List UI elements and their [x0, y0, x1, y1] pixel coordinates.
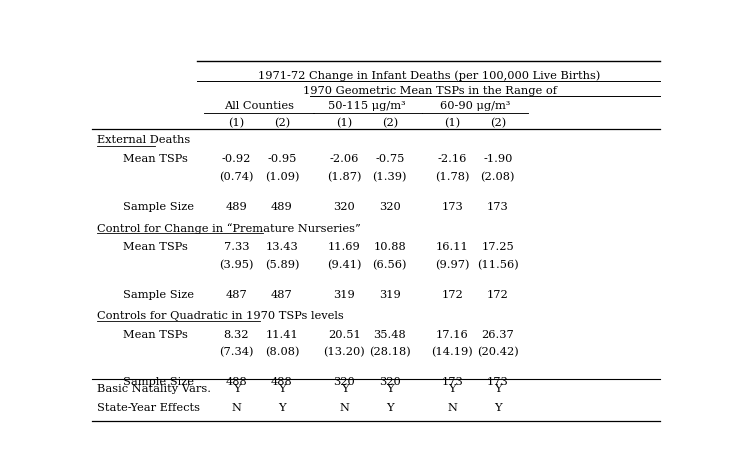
Text: (8.08): (8.08) — [265, 347, 299, 357]
Text: (0.74): (0.74) — [219, 172, 254, 182]
Text: (3.95): (3.95) — [219, 259, 254, 270]
Text: Mean TSPs: Mean TSPs — [123, 329, 188, 339]
Text: Y: Y — [278, 384, 286, 394]
Text: (1): (1) — [336, 118, 353, 128]
Text: 13.43: 13.43 — [265, 242, 298, 252]
Text: -0.95: -0.95 — [268, 155, 297, 164]
Text: Y: Y — [232, 384, 240, 394]
Text: (1): (1) — [229, 118, 245, 128]
Text: 173: 173 — [487, 202, 509, 212]
Text: (1.87): (1.87) — [327, 172, 361, 182]
Text: 320: 320 — [379, 202, 401, 212]
Text: 320: 320 — [379, 377, 401, 387]
Text: 35.48: 35.48 — [374, 329, 406, 339]
Text: -0.75: -0.75 — [375, 155, 405, 164]
Text: (2): (2) — [382, 118, 398, 128]
Text: 487: 487 — [271, 290, 292, 300]
Text: (11.56): (11.56) — [477, 259, 519, 270]
Text: 488: 488 — [226, 377, 247, 387]
Text: 172: 172 — [441, 290, 463, 300]
Text: 17.25: 17.25 — [482, 242, 514, 252]
Text: 173: 173 — [441, 377, 463, 387]
Text: N: N — [339, 403, 350, 413]
Text: 1970 Geometric Mean TSPs in the Range of: 1970 Geometric Mean TSPs in the Range of — [303, 86, 556, 96]
Text: 319: 319 — [334, 290, 356, 300]
Text: Mean TSPs: Mean TSPs — [123, 242, 188, 252]
Text: -0.92: -0.92 — [222, 155, 251, 164]
Text: 50-115 μg/m³: 50-115 μg/m³ — [328, 101, 406, 111]
Text: 17.16: 17.16 — [436, 329, 468, 339]
Text: (14.19): (14.19) — [432, 347, 474, 357]
Text: Sample Size: Sample Size — [123, 202, 194, 212]
Text: 487: 487 — [226, 290, 247, 300]
Text: Mean TSPs: Mean TSPs — [123, 155, 188, 164]
Text: 8.32: 8.32 — [224, 329, 249, 339]
Text: Y: Y — [386, 403, 394, 413]
Text: (5.89): (5.89) — [265, 259, 299, 270]
Text: (20.42): (20.42) — [477, 347, 519, 357]
Text: Y: Y — [494, 384, 501, 394]
Text: Y: Y — [341, 384, 348, 394]
Text: (2.08): (2.08) — [481, 172, 515, 182]
Text: External Deaths: External Deaths — [97, 136, 191, 146]
Text: 7.33: 7.33 — [224, 242, 249, 252]
Text: N: N — [232, 403, 241, 413]
Text: -1.90: -1.90 — [483, 155, 512, 164]
Text: 172: 172 — [487, 290, 509, 300]
Text: 1971-72 Change in Infant Deaths (per 100,000 Live Births): 1971-72 Change in Infant Deaths (per 100… — [259, 70, 601, 81]
Text: (2): (2) — [274, 118, 290, 128]
Text: 10.88: 10.88 — [374, 242, 406, 252]
Text: (13.20): (13.20) — [323, 347, 365, 357]
Text: Y: Y — [278, 403, 286, 413]
Text: 320: 320 — [334, 377, 356, 387]
Text: (9.97): (9.97) — [435, 259, 470, 270]
Text: (9.41): (9.41) — [327, 259, 361, 270]
Text: N: N — [447, 403, 457, 413]
Text: Y: Y — [449, 384, 456, 394]
Text: 26.37: 26.37 — [482, 329, 514, 339]
Text: 319: 319 — [379, 290, 401, 300]
Text: 489: 489 — [226, 202, 247, 212]
Text: Controls for Quadratic in 1970 TSPs levels: Controls for Quadratic in 1970 TSPs leve… — [97, 310, 344, 320]
Text: Y: Y — [386, 384, 394, 394]
Text: All Counties: All Counties — [224, 101, 294, 111]
Text: (28.18): (28.18) — [369, 347, 410, 357]
Text: 11.41: 11.41 — [265, 329, 298, 339]
Text: 489: 489 — [271, 202, 292, 212]
Text: 320: 320 — [334, 202, 356, 212]
Text: 488: 488 — [271, 377, 292, 387]
Text: (1.09): (1.09) — [265, 172, 299, 182]
Text: Control for Change in “Premature Nurseries”: Control for Change in “Premature Nurseri… — [97, 223, 361, 234]
Text: (1.78): (1.78) — [435, 172, 470, 182]
Text: (1.39): (1.39) — [372, 172, 407, 182]
Text: 173: 173 — [441, 202, 463, 212]
Text: (7.34): (7.34) — [219, 347, 254, 357]
Text: 16.11: 16.11 — [436, 242, 468, 252]
Text: (1): (1) — [444, 118, 460, 128]
Text: Sample Size: Sample Size — [123, 290, 194, 300]
Text: Sample Size: Sample Size — [123, 377, 194, 387]
Text: (2): (2) — [490, 118, 506, 128]
Text: -2.06: -2.06 — [330, 155, 359, 164]
Text: 20.51: 20.51 — [328, 329, 361, 339]
Text: -2.16: -2.16 — [438, 155, 467, 164]
Text: Basic Natality Vars.: Basic Natality Vars. — [97, 384, 211, 394]
Text: Y: Y — [494, 403, 501, 413]
Text: State-Year Effects: State-Year Effects — [97, 403, 200, 413]
Text: 173: 173 — [487, 377, 509, 387]
Text: 60-90 μg/m³: 60-90 μg/m³ — [440, 101, 510, 111]
Text: 11.69: 11.69 — [328, 242, 361, 252]
Text: (6.56): (6.56) — [372, 259, 407, 270]
